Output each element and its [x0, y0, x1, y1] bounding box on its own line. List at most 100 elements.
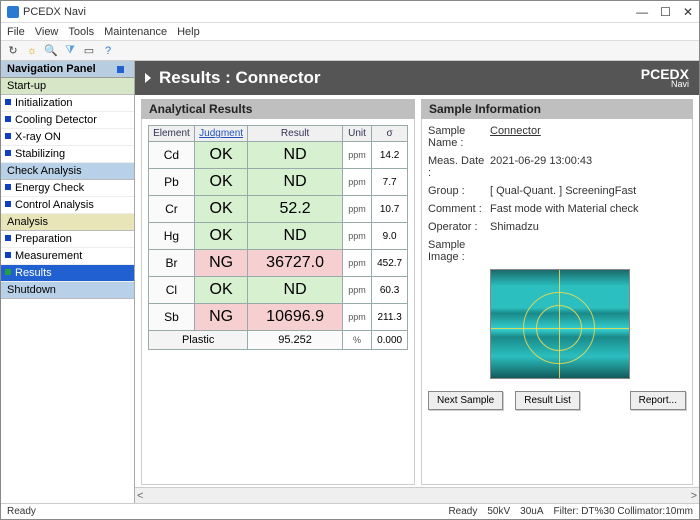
cell-unit: ppm: [342, 196, 371, 223]
cell-sigma: 60.3: [372, 277, 408, 304]
tool-filter-icon[interactable]: ⧩: [62, 43, 78, 59]
nav-group-shutdown[interactable]: Shutdown: [1, 282, 134, 299]
cell-element: Hg: [149, 223, 195, 250]
cell-sigma: 9.0: [372, 223, 408, 250]
table-row: CdOKNDppm14.2: [149, 142, 408, 169]
table-row: BrNG36727.0ppm452.7: [149, 250, 408, 277]
cell-judgment: NG: [194, 250, 247, 277]
status-bar: Ready Ready 50kV 30uA Filter: DT%30 Coll…: [1, 503, 699, 519]
horizontal-scrollbar[interactable]: <>: [135, 487, 699, 503]
cell-element: Cr: [149, 196, 195, 223]
cell-element: Cl: [149, 277, 195, 304]
menu-maintenance[interactable]: Maintenance: [104, 26, 167, 38]
info-key: Sample Name :: [428, 125, 490, 149]
results-panel: Analytical Results Element Judgment Resu…: [141, 99, 415, 485]
nav-item-cooling-detector[interactable]: Cooling Detector: [1, 112, 134, 129]
col-unit[interactable]: Unit: [342, 126, 371, 142]
col-result[interactable]: Result: [248, 126, 343, 142]
results-table: Element Judgment Result Unit σ CdOKNDppm…: [148, 125, 408, 350]
plastic-unit: %: [342, 331, 371, 350]
nav-item-preparation[interactable]: Preparation: [1, 231, 134, 248]
info-row: Group :[ Qual-Quant. ] ScreeningFast: [428, 185, 686, 197]
info-value: Fast mode with Material check: [490, 203, 686, 215]
info-value: 2021-06-29 13:00:43: [490, 155, 686, 167]
toolbar: ↻ ☼ 🔍 ⧩ ▭ ?: [1, 41, 699, 61]
cell-judgment: NG: [194, 304, 247, 331]
menu-file[interactable]: File: [7, 26, 25, 38]
cell-sigma: 7.7: [372, 169, 408, 196]
nav-item-energy-check[interactable]: Energy Check: [1, 180, 134, 197]
cell-sigma: 14.2: [372, 142, 408, 169]
window-title: PCEDX Navi: [23, 6, 86, 18]
cell-sigma: 452.7: [372, 250, 408, 277]
col-judgment[interactable]: Judgment: [194, 126, 247, 142]
results-panel-title: Analytical Results: [141, 99, 415, 119]
nav-item-measurement[interactable]: Measurement: [1, 248, 134, 265]
sample-image[interactable]: [490, 269, 630, 379]
minimize-button[interactable]: —: [636, 5, 648, 19]
nav-item-results[interactable]: Results: [1, 265, 134, 282]
main-area: Results : Connector PCEDXNavi Analytical…: [135, 61, 699, 503]
nav-group-start-up[interactable]: Start-up: [1, 78, 134, 95]
app-window: PCEDX Navi — ☐ ✕ File View Tools Mainten…: [0, 0, 700, 520]
menubar: File View Tools Maintenance Help: [1, 23, 699, 41]
cell-unit: ppm: [342, 169, 371, 196]
cell-judgment: OK: [194, 169, 247, 196]
nav-group-analysis[interactable]: Analysis: [1, 214, 134, 231]
table-row: CrOK52.2ppm10.7: [149, 196, 408, 223]
app-icon: [7, 6, 19, 18]
col-sigma[interactable]: σ: [372, 126, 408, 142]
navigation-panel: Navigation Panel Start-upInitializationC…: [1, 61, 135, 503]
result-list-button[interactable]: Result List: [515, 391, 580, 410]
nav-item-control-analysis[interactable]: Control Analysis: [1, 197, 134, 214]
plastic-row: Plastic95.252%0.000: [149, 331, 408, 350]
plastic-sigma: 0.000: [372, 331, 408, 350]
col-element[interactable]: Element: [149, 126, 195, 142]
info-row: Sample Name :Connector: [428, 125, 686, 149]
cell-judgment: OK: [194, 223, 247, 250]
cell-unit: ppm: [342, 277, 371, 304]
tool-sun-icon[interactable]: ☼: [24, 43, 40, 59]
plastic-label: Plastic: [149, 331, 248, 350]
cell-judgment: OK: [194, 277, 247, 304]
menu-help[interactable]: Help: [177, 26, 200, 38]
status-ua: 30uA: [520, 506, 543, 517]
menu-tools[interactable]: Tools: [68, 26, 94, 38]
tool-help-icon[interactable]: ?: [100, 43, 116, 59]
title-arrow-icon: [145, 73, 151, 83]
report-button[interactable]: Report...: [630, 391, 686, 410]
info-row: Comment :Fast mode with Material check: [428, 203, 686, 215]
info-key: Comment :: [428, 203, 490, 215]
cell-result: 36727.0: [248, 250, 343, 277]
next-sample-button[interactable]: Next Sample: [428, 391, 503, 410]
nav-header-icon[interactable]: [117, 66, 124, 73]
nav-header-label: Navigation Panel: [7, 63, 96, 75]
tool-refresh-icon[interactable]: ↻: [5, 43, 21, 59]
titlebar: PCEDX Navi — ☐ ✕: [1, 1, 699, 23]
cell-result: 52.2: [248, 196, 343, 223]
close-button[interactable]: ✕: [683, 5, 693, 19]
nav-group-check-analysis[interactable]: Check Analysis: [1, 163, 134, 180]
table-row: HgOKNDppm9.0: [149, 223, 408, 250]
menu-view[interactable]: View: [35, 26, 59, 38]
info-value: Shimadzu: [490, 221, 686, 233]
nav-item-initialization[interactable]: Initialization: [1, 95, 134, 112]
maximize-button[interactable]: ☐: [660, 5, 671, 19]
status-ready: Ready: [448, 506, 477, 517]
page-title: Results : Connector: [159, 68, 321, 88]
nav-item-x-ray-on[interactable]: X-ray ON: [1, 129, 134, 146]
cell-element: Pb: [149, 169, 195, 196]
nav-item-stabilizing[interactable]: Stabilizing: [1, 146, 134, 163]
info-key: Group :: [428, 185, 490, 197]
info-panel: Sample Information Sample Name :Connecto…: [421, 99, 693, 485]
tool-search-icon[interactable]: 🔍: [43, 43, 59, 59]
table-row: SbNG10696.9ppm211.3: [149, 304, 408, 331]
cell-element: Sb: [149, 304, 195, 331]
tool-doc-icon[interactable]: ▭: [81, 43, 97, 59]
cell-sigma: 211.3: [372, 304, 408, 331]
sample-image-label: Sample Image :: [428, 239, 490, 263]
cell-sigma: 10.7: [372, 196, 408, 223]
table-row: ClOKNDppm60.3: [149, 277, 408, 304]
cell-result: ND: [248, 169, 343, 196]
info-value[interactable]: Connector: [490, 125, 686, 137]
